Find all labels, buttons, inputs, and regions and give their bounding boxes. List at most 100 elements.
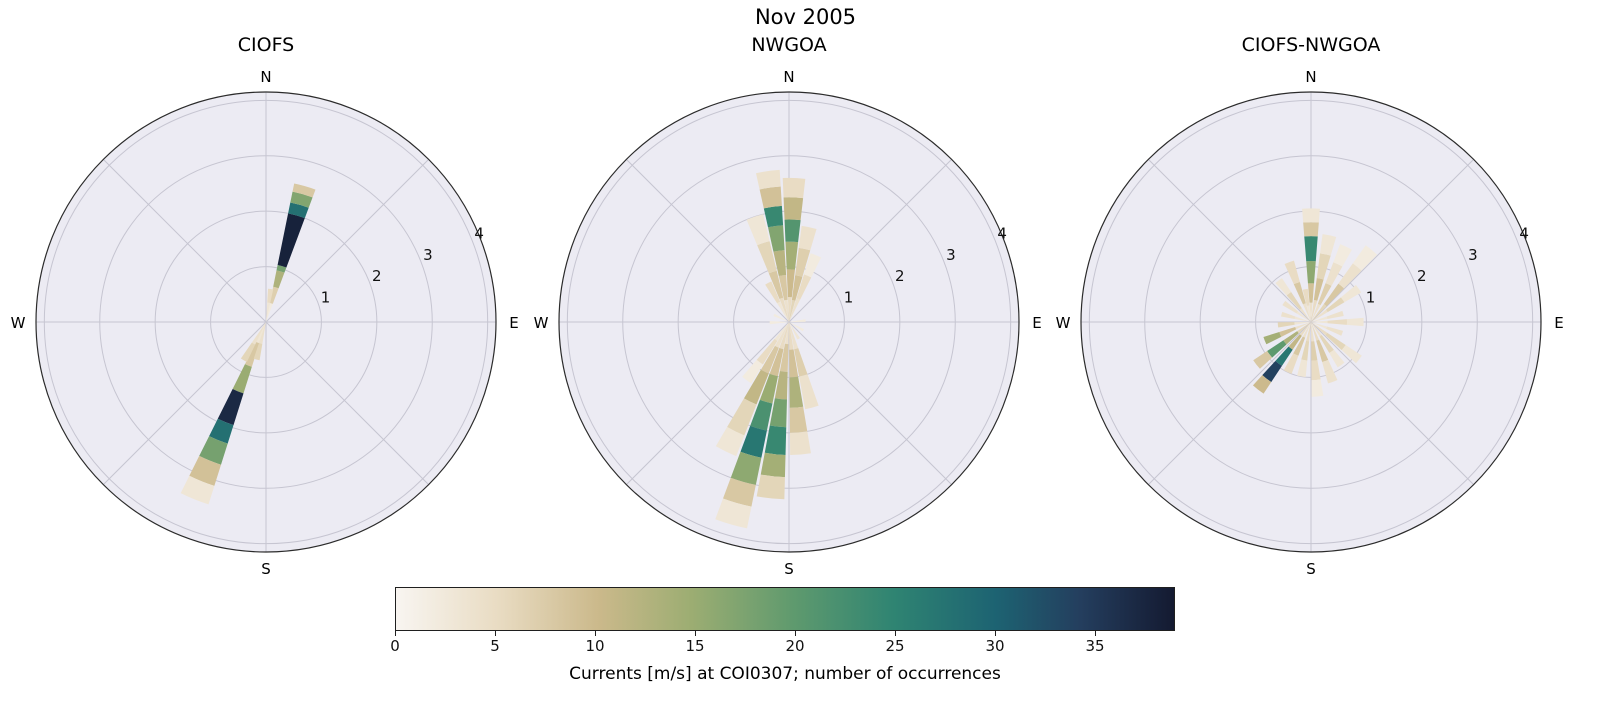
colorbar-tick-label: 15 (685, 637, 705, 655)
figure-title: Nov 2005 (754, 5, 857, 29)
rose-segment (273, 270, 285, 289)
rose-segment (1306, 322, 1311, 342)
rose-segment (760, 345, 779, 374)
polar-spoke (1148, 159, 1312, 323)
colorbar-tick-label: 5 (490, 637, 500, 655)
rose-segment (727, 398, 757, 436)
rose-segment (778, 274, 788, 301)
rose-segment (774, 322, 789, 348)
rose-segment (789, 431, 811, 456)
rose-segment (789, 376, 804, 408)
rose-segment (774, 371, 788, 400)
radial-tick-label: 4 (474, 225, 484, 243)
rose-segment (266, 302, 271, 322)
polar-spoke (626, 159, 790, 323)
rose-segment (1294, 316, 1311, 322)
colorbar-tick-label: 0 (390, 637, 400, 655)
rose-segment (794, 348, 808, 377)
rose-segment (1325, 297, 1345, 313)
rose-segment (1296, 311, 1311, 322)
rose-segment (763, 205, 784, 228)
rose-segment (1323, 283, 1345, 307)
rose-segment (784, 219, 801, 243)
radial-tick-label: 1 (1366, 288, 1376, 306)
rose-segment (1338, 263, 1362, 289)
rose-segment (1281, 311, 1296, 319)
rose-segment (756, 338, 778, 365)
rose-segment (1311, 322, 1315, 342)
rose-segment (1311, 322, 1328, 336)
polar-outline (558, 91, 1020, 553)
rose-segment (784, 299, 789, 322)
rose-segment (1311, 316, 1328, 322)
rose-segment (1325, 262, 1343, 286)
colorbar-gradient (395, 587, 1175, 631)
rose-segment (789, 322, 800, 340)
subplot-title-ciofs: CIOFS (237, 34, 295, 56)
rose-segment (1322, 359, 1338, 384)
polar-spoke (1310, 321, 1474, 485)
rose-segment (804, 253, 822, 278)
rose-segment (769, 321, 789, 325)
polar-chart-ciofs: 1 2 3 4 N E S W (11, 68, 519, 578)
rose-segment (1294, 322, 1311, 325)
rose-segment (742, 359, 763, 384)
rose-segment (782, 177, 806, 199)
rose-segment (779, 343, 789, 372)
rose-segment (715, 427, 745, 457)
polar-outline (35, 91, 497, 553)
rose-segment (765, 281, 781, 304)
polar-spoke (1148, 321, 1312, 485)
compass-label-s: S (261, 560, 271, 578)
rose-segment (1293, 281, 1306, 305)
rose-segment (743, 369, 769, 405)
rose-segment (217, 388, 244, 426)
rose-segment (1327, 319, 1348, 325)
colorbar-tick-marks (395, 631, 1175, 637)
colorbar-tick-label: 35 (1085, 637, 1105, 655)
rose-segment (1306, 261, 1316, 284)
rose-segment (1262, 360, 1282, 383)
radial-tick-label: 3 (1468, 246, 1478, 264)
rose-segment (1299, 308, 1311, 322)
rose-segment (730, 451, 762, 485)
rose-segment (1288, 334, 1302, 350)
rose-segment (1316, 339, 1329, 363)
rose-segment (1307, 283, 1315, 303)
polar-grid-circle (210, 266, 322, 378)
rose-segment (232, 364, 252, 394)
rose-segment (1329, 349, 1345, 368)
rose-segment (783, 197, 804, 221)
compass-label-w: W (11, 314, 26, 332)
rose-segment (189, 455, 221, 486)
compass-label-e: E (509, 314, 518, 332)
rose-segment (750, 399, 773, 431)
colorbar-label: Currents [m/s] at COI0307; number of occ… (569, 664, 1001, 684)
polar-chart-nwgoa: 1 2 3 4 N E S W (534, 68, 1042, 578)
rose-segment (1320, 234, 1337, 256)
polar-spoke (788, 321, 952, 485)
rose-segment (1319, 334, 1334, 354)
rose-segment (1303, 222, 1319, 237)
rose-segment (773, 313, 789, 322)
polar-outline (1080, 91, 1542, 553)
rose-segment (1304, 236, 1318, 262)
radial-tick-label: 3 (423, 246, 433, 264)
rose-segment (1326, 310, 1344, 319)
rose-segment (1302, 288, 1310, 306)
radial-tick-label: 4 (997, 225, 1007, 243)
rose-segment (1341, 344, 1362, 364)
compass-label-n: N (783, 68, 794, 86)
rose-segment (1302, 322, 1311, 338)
polar-spoke (1310, 159, 1474, 323)
polar-spoke (265, 321, 429, 485)
rose-segment (258, 322, 266, 344)
compass-label-e: E (1554, 314, 1563, 332)
compass-label-s: S (784, 560, 794, 578)
colorbar-tick-labels: 0 5 10 15 20 25 30 35 (390, 637, 1175, 657)
polar-grid-circle (1144, 155, 1478, 489)
colorbar-tick-mark (395, 631, 396, 636)
rose-segment (1302, 208, 1320, 223)
colorbar-tick-mark (795, 631, 796, 636)
